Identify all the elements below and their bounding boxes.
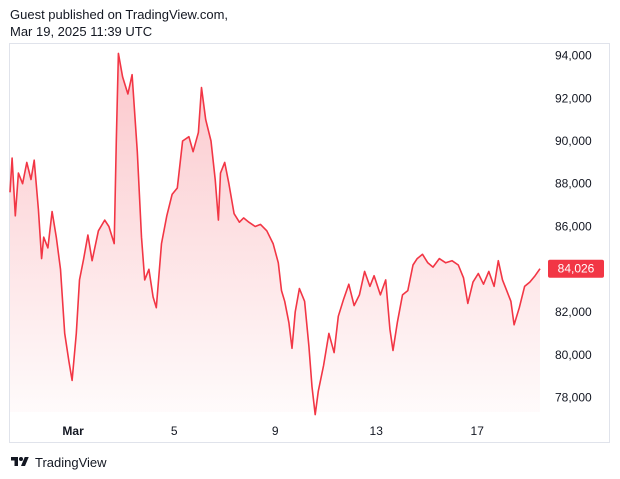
last-price-label: 84,026 [548,259,604,278]
last-price-value: 84,026 [558,262,595,276]
last-price-label-bg [548,259,604,278]
y-tick-label: 86,000 [555,220,592,234]
publisher-line: Guest published on TradingView.com, [10,7,229,22]
price-line [9,52,541,416]
x-tick-label: 13 [370,424,384,438]
x-tick-label: 5 [171,424,178,438]
x-tick-label: 17 [471,424,485,438]
tradingview-logo-icon [11,457,29,466]
x-tick-label: Mar [62,424,84,438]
chart-frame[interactable] [9,43,610,443]
y-tick-label: 82,000 [555,305,592,319]
y-axis: 78,00080,00082,00084,00086,00088,00090,0… [555,49,592,405]
y-tick-label: 94,000 [555,49,592,63]
y-tick-label: 88,000 [555,177,592,191]
brand-footer[interactable]: TradingView [10,453,107,471]
y-tick-label: 92,000 [555,91,592,105]
publish-timestamp: Mar 19, 2025 11:39 UTC [10,24,153,39]
brand-name: TradingView [35,454,107,470]
y-tick-label: 90,000 [555,134,592,148]
x-tick-label: 9 [272,424,279,438]
x-axis: Mar 5 9 13 17 [62,424,484,438]
y-tick-label: 78,000 [555,391,592,405]
y-tick-label: 80,000 [555,348,592,362]
publish-header: Guest published on TradingView.com, Mar … [10,6,228,40]
price-area-fill [10,53,540,415]
